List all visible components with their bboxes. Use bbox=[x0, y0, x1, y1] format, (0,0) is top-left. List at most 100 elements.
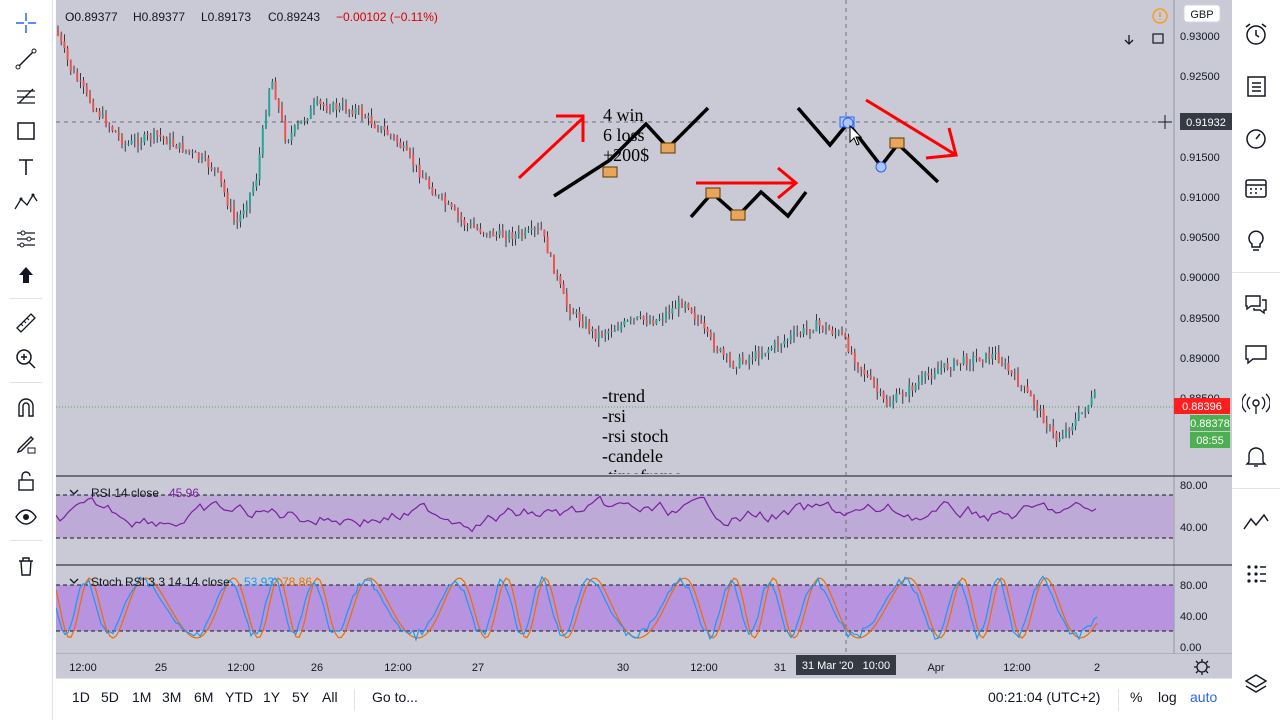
layers-icon[interactable] bbox=[1242, 670, 1270, 698]
range-1d-button[interactable]: 1D bbox=[72, 689, 90, 705]
fullscreen-icon[interactable] bbox=[1152, 33, 1164, 44]
drawing-anchor-point[interactable] bbox=[842, 117, 854, 129]
candle-body bbox=[700, 320, 703, 323]
candle-body bbox=[1058, 438, 1061, 441]
candle-body bbox=[233, 206, 235, 220]
candle-body bbox=[783, 340, 786, 345]
candle-body bbox=[767, 349, 770, 353]
auto-toggle[interactable]: auto bbox=[1190, 689, 1218, 705]
candle-body bbox=[527, 230, 530, 232]
stats-line: +200$ bbox=[603, 145, 649, 165]
stoch-legend[interactable]: Stoch RSI 3 3 14 14 close 53.93 78.86 bbox=[69, 575, 312, 589]
calendar-icon[interactable] bbox=[1242, 174, 1270, 202]
candle-body bbox=[389, 134, 392, 136]
candle-body bbox=[626, 320, 629, 322]
settings-gear-icon[interactable] bbox=[1194, 659, 1210, 675]
trash-icon[interactable] bbox=[13, 553, 39, 579]
stats-annotation[interactable]: 4 win 6 loss +200$ bbox=[603, 105, 649, 165]
candle-body bbox=[693, 312, 696, 319]
drawing-zigzag-3[interactable] bbox=[796, 106, 940, 184]
candle-body bbox=[469, 224, 472, 226]
chart-area[interactable]: 4 win 6 loss +200$ -trend -rsi -rsi stoc… bbox=[55, 0, 1232, 678]
range-5y-button[interactable]: 5Y bbox=[292, 689, 310, 705]
trade-marker[interactable] bbox=[889, 137, 905, 149]
candle-body bbox=[265, 114, 267, 128]
clock-timezone[interactable]: 00:21:04 (UTC+2) bbox=[988, 689, 1101, 705]
lightbulb-icon[interactable] bbox=[1242, 226, 1270, 254]
candle-body bbox=[495, 234, 498, 237]
currency-badge[interactable]: GBP bbox=[1183, 4, 1221, 23]
candle-body bbox=[668, 311, 671, 314]
candle-body bbox=[517, 231, 520, 235]
drawing-arrow-up[interactable] bbox=[517, 114, 585, 180]
fib-retracement-icon[interactable] bbox=[13, 82, 39, 108]
range-1m-button[interactable]: 1M bbox=[132, 689, 152, 705]
arrow-up-icon[interactable] bbox=[13, 262, 39, 288]
zoom-in-icon[interactable] bbox=[13, 346, 39, 372]
trend-line-icon[interactable] bbox=[13, 46, 39, 72]
candle-body bbox=[364, 116, 367, 119]
candle-body bbox=[853, 352, 856, 363]
ohlc-low: L0.89173 bbox=[201, 10, 251, 24]
range-ytd-button[interactable]: YTD bbox=[225, 689, 253, 705]
broadcast-icon[interactable] bbox=[1242, 390, 1270, 418]
arrow-down-icon[interactable] bbox=[1124, 35, 1134, 45]
crosshair-plus-icon[interactable] bbox=[1158, 115, 1172, 129]
candle-body bbox=[546, 236, 549, 254]
bell-icon[interactable] bbox=[1242, 442, 1270, 470]
checklist-annotation[interactable]: -trend -rsi -rsi stoch -candele -timefra… bbox=[602, 386, 682, 486]
forecast-icon[interactable] bbox=[13, 226, 39, 252]
trade-marker[interactable] bbox=[602, 166, 618, 178]
candle-body bbox=[850, 351, 853, 353]
magnet-icon[interactable] bbox=[13, 395, 39, 421]
trade-marker[interactable] bbox=[705, 187, 721, 199]
range-5d-button[interactable]: 5D bbox=[101, 689, 119, 705]
drawing-anchor-point[interactable] bbox=[875, 161, 887, 173]
timer-icon[interactable] bbox=[1242, 124, 1270, 152]
candle-body bbox=[789, 335, 792, 340]
percent-toggle[interactable]: % bbox=[1130, 689, 1143, 705]
crosshair-icon[interactable] bbox=[13, 10, 39, 36]
candle-body bbox=[533, 228, 536, 230]
chart-canvas[interactable]: 4 win 6 loss +200$ -trend -rsi -rsi stoc… bbox=[55, 0, 1232, 678]
svg-text:0.88396: 0.88396 bbox=[1182, 401, 1222, 413]
text-icon[interactable] bbox=[13, 154, 39, 180]
candle-body bbox=[629, 318, 632, 321]
grid-dots-icon[interactable] bbox=[1242, 560, 1270, 588]
candle-body bbox=[338, 105, 341, 110]
ruler-icon[interactable] bbox=[13, 310, 39, 336]
drawing-zigzag-1[interactable] bbox=[553, 106, 710, 198]
trade-marker[interactable] bbox=[730, 209, 746, 221]
candle-body bbox=[405, 145, 408, 150]
svg-text:GBP: GBP bbox=[1190, 9, 1213, 21]
chat-bubbles-icon[interactable] bbox=[1242, 290, 1270, 318]
time-tick: 26 bbox=[311, 662, 323, 674]
drawing-arrow-down[interactable] bbox=[865, 98, 958, 160]
candle-body bbox=[661, 318, 664, 320]
trade-marker[interactable] bbox=[660, 142, 676, 154]
warning-icon[interactable] bbox=[1152, 8, 1168, 24]
eye-icon[interactable] bbox=[13, 504, 39, 530]
range-1y-button[interactable]: 1Y bbox=[263, 689, 281, 705]
goto-button[interactable]: Go to... bbox=[372, 689, 418, 705]
chart-pattern-icon[interactable] bbox=[1242, 508, 1270, 536]
pencil-lock-icon[interactable] bbox=[13, 431, 39, 457]
time-axis[interactable]: 12:00 25 12:00 26 12:00 27 30 12:00 31 Apr 12:00 2 bbox=[69, 662, 1100, 674]
alarm-clock-icon[interactable] bbox=[1242, 20, 1270, 48]
candle-body bbox=[402, 145, 405, 148]
chat-icon[interactable] bbox=[1242, 340, 1270, 368]
log-toggle[interactable]: log bbox=[1158, 689, 1177, 705]
pattern-icon[interactable] bbox=[13, 188, 39, 214]
svg-text:40.00: 40.00 bbox=[1180, 611, 1208, 623]
lock-icon[interactable] bbox=[13, 468, 39, 494]
rsi-legend[interactable]: RSI 14 close 45.96 bbox=[69, 486, 199, 500]
range-6m-button[interactable]: 6M bbox=[194, 689, 214, 705]
bottom-divider bbox=[1118, 689, 1119, 711]
candle-body bbox=[284, 119, 287, 141]
candle-body bbox=[457, 209, 459, 217]
drawing-arrow-right[interactable] bbox=[696, 166, 799, 200]
range-3m-button[interactable]: 3M bbox=[162, 689, 182, 705]
watchlist-icon[interactable] bbox=[1242, 72, 1270, 100]
rectangle-icon[interactable] bbox=[13, 118, 39, 144]
range-all-button[interactable]: All bbox=[322, 689, 338, 705]
